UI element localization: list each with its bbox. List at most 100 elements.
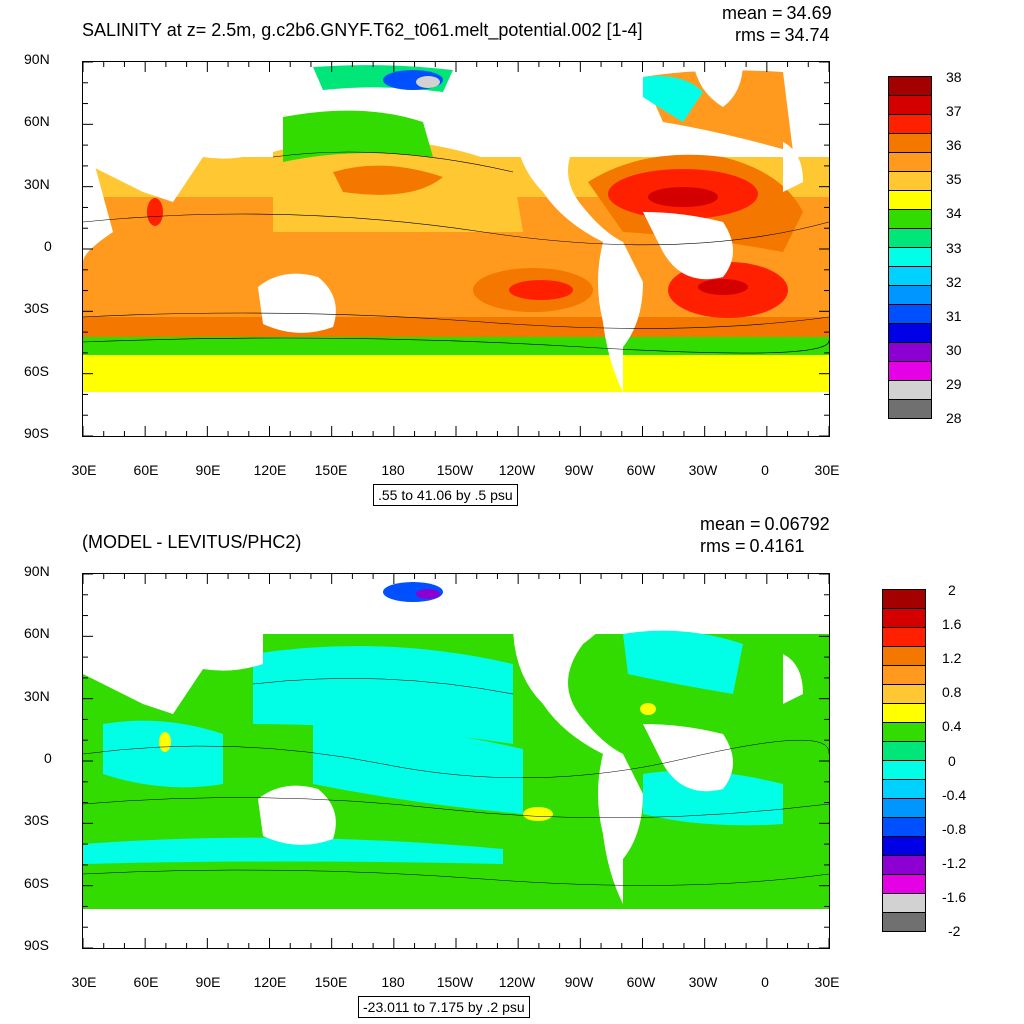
colorbar-swatch — [882, 912, 926, 932]
x-tick-label: 90W — [564, 974, 594, 990]
y-tick-label: 30N — [24, 688, 50, 704]
y-tick-label: 90N — [24, 51, 50, 67]
y-tick-label: 60N — [24, 625, 50, 641]
panel-title: SALINITY at z= 2.5m, g.c2b6.GNYF.T62_t06… — [82, 20, 643, 40]
colorbar-swatch — [888, 266, 932, 286]
colorbar-swatch — [882, 798, 926, 818]
y-tick-label: 60N — [24, 113, 50, 129]
y-tick-label: 90S — [24, 937, 49, 953]
mean-stat: mean = 34.69 — [722, 3, 832, 24]
difference-contour-field — [83, 574, 829, 948]
x-tick-label: 150W — [436, 462, 474, 478]
colorbar-swatch — [888, 114, 932, 134]
rms-value: 34.74 — [784, 25, 830, 45]
x-tick-label: 150E — [314, 974, 348, 990]
x-tick-label: 90W — [564, 462, 594, 478]
colorbar-swatch — [888, 323, 932, 343]
mean-value: 34.69 — [786, 3, 832, 23]
colorbar-swatch — [888, 361, 932, 381]
colorbar-label: 0.4 — [942, 718, 962, 734]
colorbar-label: -0.4 — [942, 787, 967, 803]
y-tick-label: 0 — [44, 238, 52, 254]
x-tick-label: 90E — [195, 974, 221, 990]
colorbar-swatch — [882, 779, 926, 799]
colorbar-label: 0.8 — [942, 684, 962, 700]
x-tick-label: 0 — [761, 974, 769, 990]
y-tick-label: 30S — [24, 812, 49, 828]
colorbar-swatch — [882, 893, 926, 913]
colorbar-swatch — [888, 152, 932, 172]
x-tick-label: 120E — [253, 462, 287, 478]
rms-label: rms = — [700, 536, 746, 556]
x-tick-label: 60W — [626, 462, 656, 478]
y-tick-label: 30S — [24, 300, 49, 316]
colorbar-swatch — [882, 608, 926, 628]
colorbar-label: 36 — [946, 137, 962, 153]
colorbar-swatch — [882, 703, 926, 723]
colorbar-swatch — [888, 133, 932, 153]
colorbar-label: 37 — [946, 103, 962, 119]
salinity-map — [82, 61, 830, 437]
colorbar-swatch — [888, 209, 932, 229]
colorbar-swatch — [888, 228, 932, 248]
colorbar-swatch — [888, 285, 932, 305]
colorbar-label: 1.2 — [942, 650, 962, 666]
colorbar-label: 1.6 — [942, 616, 962, 632]
mean-value: 0.06792 — [764, 514, 830, 534]
rms-label: rms = — [735, 25, 781, 45]
colorbar-swatch — [888, 190, 932, 210]
y-tick-label: 0 — [44, 750, 52, 766]
colorbar-swatch — [882, 855, 926, 875]
colorbar-label: 35 — [946, 171, 962, 187]
contour-range-info: -23.011 to 7.175 by .2 psu — [358, 996, 530, 1018]
colorbar-label: 2 — [948, 582, 956, 598]
colorbar-label: 32 — [946, 274, 962, 290]
colorbar-label: -2 — [948, 923, 961, 939]
colorbar-swatch — [882, 874, 926, 894]
colorbar-swatch — [882, 627, 926, 647]
salinity-panel: SALINITY at z= 2.5m, g.c2b6.GNYF.T62_t06… — [24, 3, 962, 506]
colorbar-label: 28 — [946, 410, 962, 426]
rms-stat: rms = 0.4161 — [700, 536, 805, 557]
salinity-contour-field — [83, 62, 829, 436]
x-tick-label: 60E — [133, 974, 159, 990]
x-tick-label: 60E — [133, 462, 159, 478]
contour-range-info: .55 to 41.06 by .5 psu — [373, 484, 518, 506]
colorbar-swatch — [888, 342, 932, 362]
x-tick-label: 30E — [71, 974, 97, 990]
colorbar-swatch — [888, 304, 932, 324]
colorbar-swatch — [888, 76, 932, 96]
difference-map — [82, 573, 830, 949]
colorbar-label: 34 — [946, 205, 962, 221]
x-tick-label: 60W — [626, 974, 656, 990]
mean-label: mean = — [722, 3, 783, 23]
colorbar-label: 30 — [946, 342, 962, 358]
x-tick-label: 30E — [814, 974, 840, 990]
colorbar-swatch — [888, 171, 932, 191]
y-tick-label: 90N — [24, 563, 50, 579]
colorbar-swatch — [882, 665, 926, 685]
difference-panel: (MODEL - LEVITUS/PHC2) mean = 0.06792 rms… — [0, 512, 1024, 1024]
x-tick-label: 120W — [498, 462, 536, 478]
colorbar-swatch — [882, 722, 926, 742]
colorbar-swatch — [888, 95, 932, 115]
x-tick-label: 120E — [253, 974, 287, 990]
x-tick-label: 30E — [71, 462, 97, 478]
y-tick-label: 60S — [24, 875, 49, 891]
colorbar-label: -1.6 — [942, 889, 967, 905]
colorbar-swatch — [888, 380, 932, 400]
x-tick-label: 30W — [688, 462, 718, 478]
x-tick-label: 30E — [814, 462, 840, 478]
difference-colorbar — [882, 589, 926, 932]
x-tick-label: 120W — [498, 974, 536, 990]
colorbar-label: 0 — [948, 753, 956, 769]
colorbar-swatch — [882, 684, 926, 704]
colorbar-label: 31 — [946, 308, 962, 324]
colorbar-label: 33 — [946, 240, 962, 256]
x-tick-label: 0 — [761, 462, 769, 478]
colorbar-swatch — [882, 589, 926, 609]
panel-title: (MODEL - LEVITUS/PHC2) — [82, 532, 302, 552]
x-tick-label: 30W — [688, 974, 718, 990]
mean-label: mean = — [700, 514, 761, 534]
colorbar-swatch — [882, 646, 926, 666]
